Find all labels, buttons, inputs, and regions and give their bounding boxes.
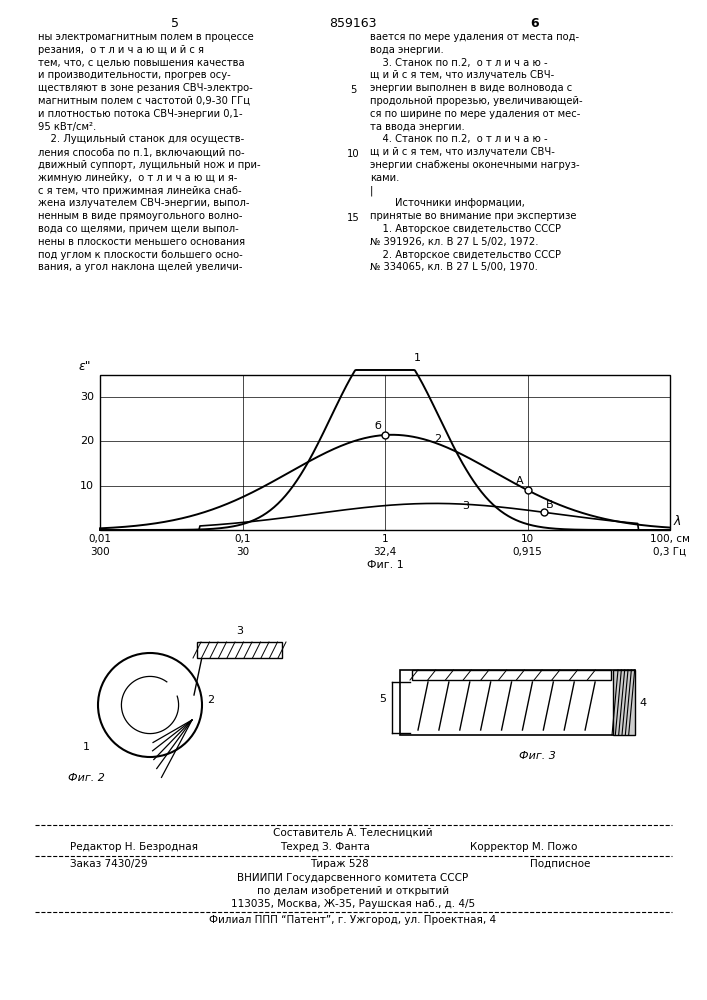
Text: Техред З. Фанта: Техред З. Фанта	[280, 842, 370, 852]
Bar	[400, 670, 635, 735]
Bar	[100, 375, 670, 530]
Text: та ввода энергии.: та ввода энергии.	[370, 122, 464, 132]
Text: Источники информации,: Источники информации,	[370, 198, 525, 208]
Text: Фиг. 1: Фиг. 1	[367, 560, 404, 570]
Text: под углом к плоскости большего осно-: под углом к плоскости большего осно-	[38, 250, 243, 260]
Text: 1: 1	[382, 534, 388, 544]
Text: Тираж 528: Тираж 528	[310, 859, 369, 869]
Text: Редактор Н. Безродная: Редактор Н. Безродная	[70, 842, 198, 852]
Text: № 334065, кл. В 27 L 5/00, 1970.: № 334065, кл. В 27 L 5/00, 1970.	[370, 262, 538, 272]
Bar	[412, 670, 611, 680]
Text: тем, что, с целью повышения качества: тем, что, с целью повышения качества	[38, 58, 245, 68]
Text: нены в плоскости меньшего основания: нены в плоскости меньшего основания	[38, 237, 245, 247]
Text: 0,1: 0,1	[234, 534, 251, 544]
Text: Фиг. 2: Фиг. 2	[68, 773, 105, 783]
Text: продольной прорезью, увеличивающей-: продольной прорезью, увеличивающей-	[370, 96, 583, 106]
Text: № 391926, кл. В 27 L 5/02, 1972.: № 391926, кл. В 27 L 5/02, 1972.	[370, 237, 539, 247]
Text: вода со щелями, причем щели выпол-: вода со щелями, причем щели выпол-	[38, 224, 239, 234]
Text: 100, см: 100, см	[650, 534, 690, 544]
Text: ВНИИПИ Государсвенного комитета СССР: ВНИИПИ Государсвенного комитета СССР	[238, 873, 469, 883]
Text: и производительности, прогрев осу-: и производительности, прогрев осу-	[38, 70, 230, 80]
Text: 5: 5	[350, 85, 356, 95]
Text: λ: λ	[674, 515, 682, 528]
Text: по делам изобретений и открытий: по делам изобретений и открытий	[257, 886, 449, 896]
Text: ками.: ками.	[370, 173, 399, 183]
Text: Составитель А. Телесницкий: Составитель А. Телесницкий	[273, 828, 433, 838]
Text: вода энергии.: вода энергии.	[370, 45, 444, 55]
Text: 1. Авторское свидетельство СССР: 1. Авторское свидетельство СССР	[370, 224, 561, 234]
Text: энергии снабжены оконечными нагруз-: энергии снабжены оконечными нагруз-	[370, 160, 580, 170]
Text: Заказ 7430/29: Заказ 7430/29	[70, 859, 148, 869]
Text: движный суппорт, лущильный нож и при-: движный суппорт, лущильный нож и при-	[38, 160, 261, 170]
Text: 30: 30	[236, 547, 249, 557]
Text: |: |	[370, 186, 373, 196]
Text: 0,915: 0,915	[513, 547, 542, 557]
Text: и плотностью потока СВЧ-энергии 0,1-: и плотностью потока СВЧ-энергии 0,1-	[38, 109, 243, 119]
Text: щ и й с я тем, что излучатели СВЧ-: щ и й с я тем, что излучатели СВЧ-	[370, 147, 555, 157]
Text: щ и й с я тем, что излучатель СВЧ-: щ и й с я тем, что излучатель СВЧ-	[370, 70, 554, 80]
Bar	[197, 642, 282, 658]
Text: Корректор М. Пожо: Корректор М. Пожо	[470, 842, 578, 852]
Text: 6: 6	[531, 17, 539, 30]
Text: 5: 5	[171, 17, 179, 30]
Text: 10: 10	[80, 481, 94, 491]
Text: 2: 2	[207, 695, 214, 705]
Text: 4: 4	[639, 698, 646, 708]
Text: 0,3 Гц: 0,3 Гц	[653, 547, 686, 557]
Text: ε": ε"	[78, 360, 91, 373]
Text: 32,4: 32,4	[373, 547, 397, 557]
Text: 1: 1	[83, 742, 90, 752]
Text: Фиг. 3: Фиг. 3	[519, 751, 556, 761]
Text: Филиал ППП “Патент”, г. Ужгород, ул. Проектная, 4: Филиал ППП “Патент”, г. Ужгород, ул. Про…	[209, 915, 496, 925]
Text: энергии выполнен в виде волновода с: энергии выполнен в виде волновода с	[370, 83, 572, 93]
Bar	[613, 670, 635, 735]
Text: ся по ширине по мере удаления от мес-: ся по ширине по мере удаления от мес-	[370, 109, 580, 119]
Text: 1: 1	[414, 353, 421, 363]
Text: вается по мере удаления от места под-: вается по мере удаления от места под-	[370, 32, 579, 42]
Text: 4. Станок по п.2,  о т л и ч а ю -: 4. Станок по п.2, о т л и ч а ю -	[370, 134, 548, 144]
Text: 113035, Москва, Ж-35, Раушская наб., д. 4/5: 113035, Москва, Ж-35, Раушская наб., д. …	[231, 899, 475, 909]
Text: 2. Лущильный станок для осуществ-: 2. Лущильный станок для осуществ-	[38, 134, 244, 144]
Text: 10: 10	[521, 534, 534, 544]
Text: B: B	[546, 500, 554, 510]
Text: 0,01: 0,01	[88, 534, 112, 544]
Text: жена излучателем СВЧ-энергии, выпол-: жена излучателем СВЧ-энергии, выпол-	[38, 198, 250, 208]
Text: ны электромагнитным полем в процессе: ны электромагнитным полем в процессе	[38, 32, 254, 42]
Text: жимную линейку,  о т л и ч а ю щ и я-: жимную линейку, о т л и ч а ю щ и я-	[38, 173, 238, 183]
Text: 30: 30	[80, 392, 94, 402]
Text: 5: 5	[379, 694, 386, 704]
Text: A: A	[516, 476, 523, 486]
Text: магнитным полем с частотой 0,9-30 ГГц: магнитным полем с частотой 0,9-30 ГГц	[38, 96, 250, 106]
Text: 2: 2	[434, 434, 441, 444]
Text: принятые во внимание при экспертизе: принятые во внимание при экспертизе	[370, 211, 576, 221]
Text: с я тем, что прижимная линейка снаб-: с я тем, что прижимная линейка снаб-	[38, 186, 242, 196]
Text: ненным в виде прямоугольного волно-: ненным в виде прямоугольного волно-	[38, 211, 243, 221]
Text: 300: 300	[90, 547, 110, 557]
Text: резания,  о т л и ч а ю щ и й с я: резания, о т л и ч а ю щ и й с я	[38, 45, 204, 55]
Text: ления способа по п.1, включающий по-: ления способа по п.1, включающий по-	[38, 147, 245, 157]
Text: 15: 15	[346, 213, 359, 223]
Text: 10: 10	[346, 149, 359, 159]
Text: Подписное: Подписное	[530, 859, 590, 869]
Text: 3. Станок по п.2,  о т л и ч а ю -: 3. Станок по п.2, о т л и ч а ю -	[370, 58, 548, 68]
Text: 859163: 859163	[329, 17, 377, 30]
Text: 3: 3	[462, 501, 469, 511]
Text: 20: 20	[80, 436, 94, 446]
Text: 2. Авторское свидетельство СССР: 2. Авторское свидетельство СССР	[370, 250, 561, 260]
Text: вания, а угол наклона щелей увеличи-: вания, а угол наклона щелей увеличи-	[38, 262, 243, 272]
Text: б: б	[374, 421, 381, 431]
Text: 3: 3	[236, 626, 243, 636]
Text: 95 кВт/см².: 95 кВт/см².	[38, 122, 96, 132]
Text: ществляют в зоне резания СВЧ-электро-: ществляют в зоне резания СВЧ-электро-	[38, 83, 252, 93]
